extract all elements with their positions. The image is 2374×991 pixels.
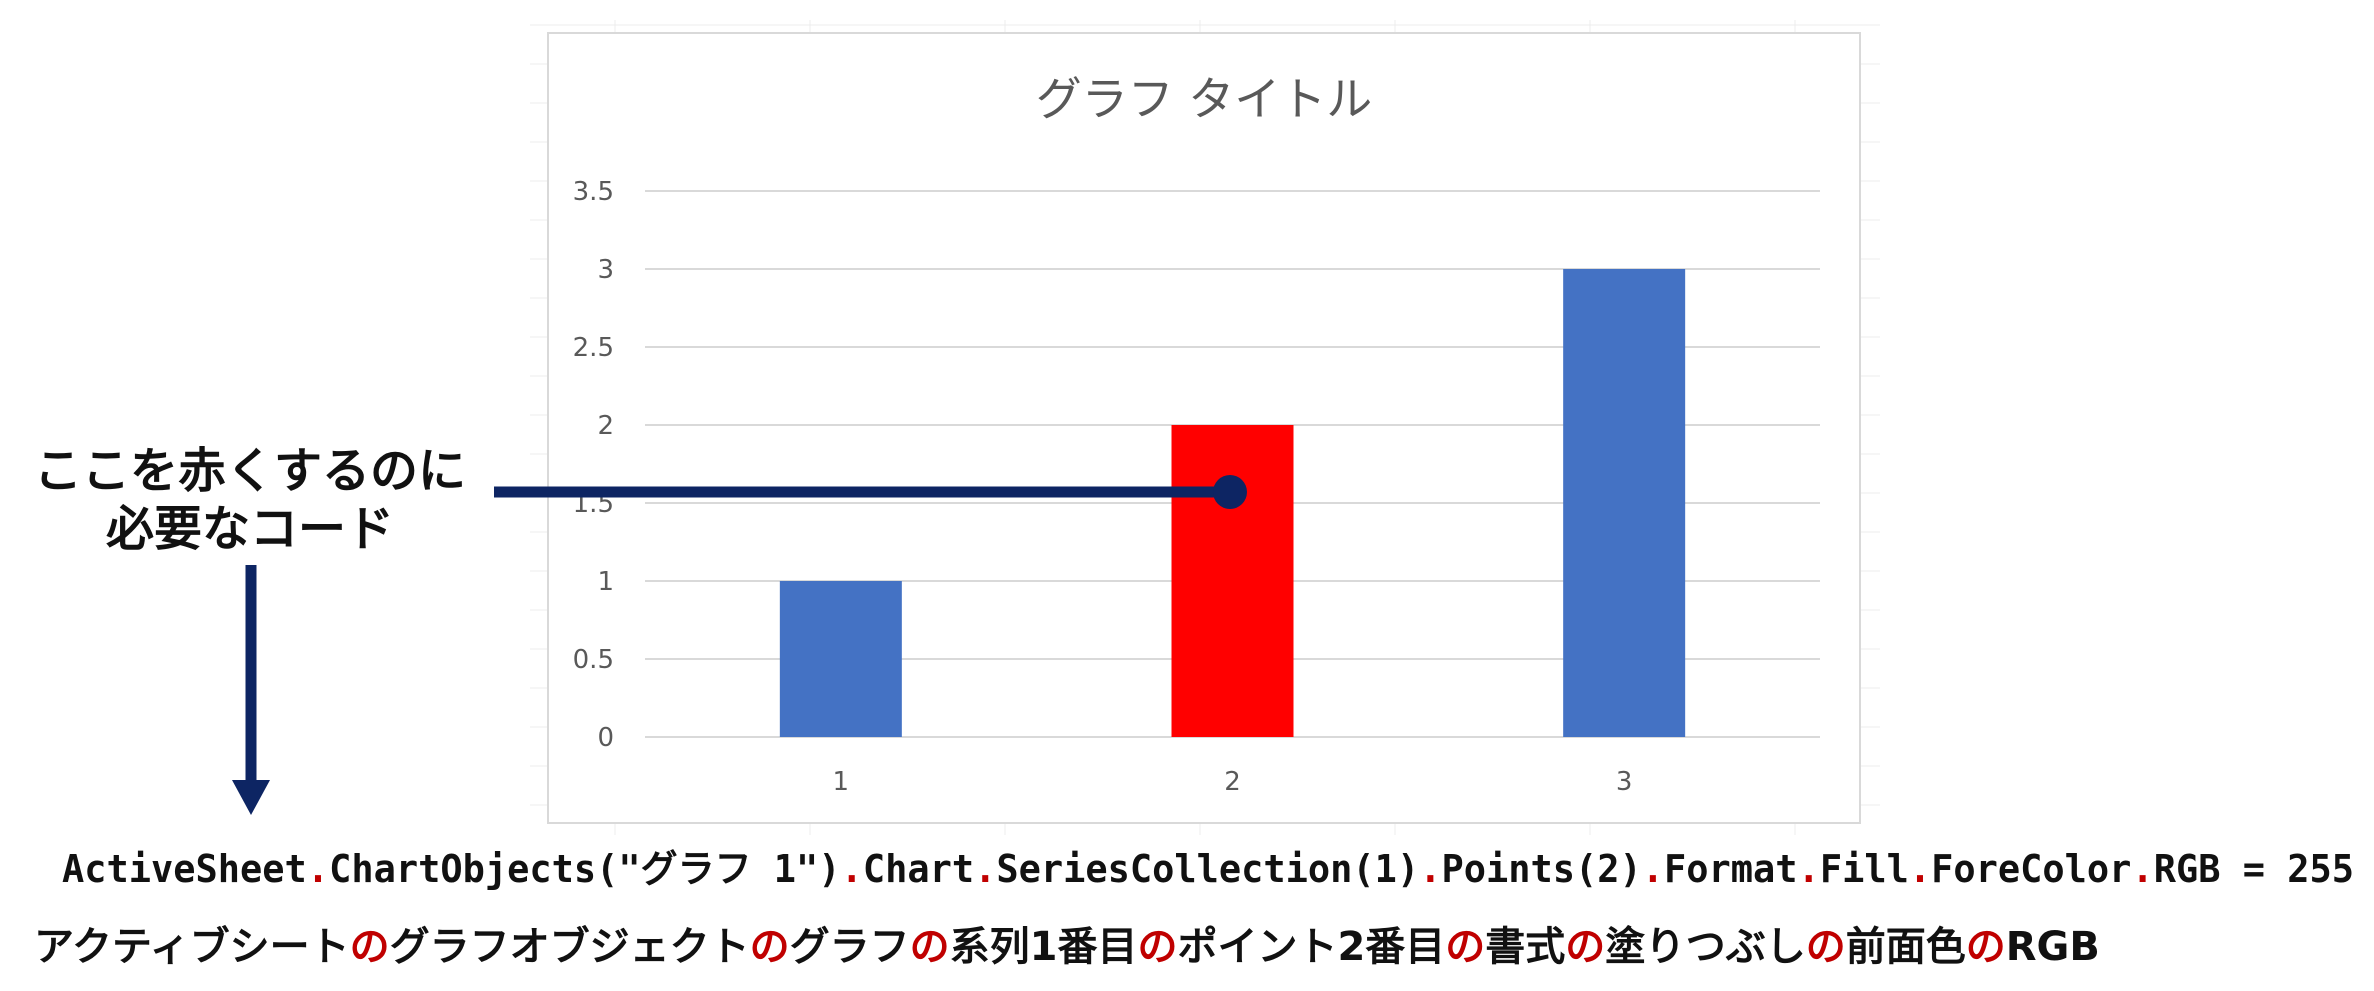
separator: . [1798,847,1820,891]
text-segment: ChartObjects("グラフ 1") [329,847,840,891]
text-segment: Format [1664,847,1798,891]
text-segment: 前面色 [1846,924,1966,970]
bar-1[interactable] [779,581,902,737]
bar-2[interactable] [1171,425,1294,737]
vba-code-line: ActiveSheet.ChartObjects("グラフ 1").Chart.… [62,847,2354,891]
text-segment: 書式 [1485,924,1565,970]
text-segment: 系列1番目 [950,924,1138,970]
text-segment: ポイント2番目 [1177,924,1445,970]
text-segment: グラフオブジェクト [390,924,750,970]
separator: の [910,924,950,970]
text-segment: SeriesCollection(1) [996,847,1419,891]
separator: . [2131,847,2153,891]
y-tick-label: 0 [597,723,614,753]
text-segment: RGB = 255 [2154,847,2354,891]
y-tick-label: 2.5 [573,333,614,363]
separator: の [1445,924,1485,970]
y-tick-label: 2 [597,411,614,441]
y-tick-label: 3.5 [573,177,614,207]
chart-title: グラフ タイトル [1036,72,1373,126]
separator: . [1419,847,1441,891]
text-segment: RGB [2006,924,2100,970]
text-segment: 塗りつぶし [1605,924,1805,970]
separator: . [1909,847,1931,891]
y-tick-label: 1 [597,567,614,597]
down-arrow-head [232,780,270,815]
separator: . [841,847,863,891]
separator: の [750,924,790,970]
bar-3[interactable] [1563,269,1686,737]
separator: の [1966,924,2006,970]
separator: の [1137,924,1177,970]
text-segment: Chart [863,847,974,891]
separator: . [1642,847,1664,891]
x-tick-label: 3 [1616,767,1633,797]
text-segment: アクティブシート [34,924,350,970]
text-segment: Fill [1820,847,1909,891]
text-segment: グラフ [790,924,910,970]
callout-dot [1213,475,1247,509]
separator: . [974,847,996,891]
callout-line-1: ここを赤くするのに [34,443,466,499]
y-tick-label: 3 [597,255,614,285]
separator: の [350,924,390,970]
separator: の [1565,924,1605,970]
separator: . [307,847,329,891]
text-segment: Points(2) [1441,847,1641,891]
x-tick-label: 2 [1224,767,1241,797]
y-tick-label: 0.5 [573,645,614,675]
separator: の [1806,924,1846,970]
callout-line-2: 必要なコード [106,501,394,557]
text-segment: ForeColor [1931,847,2131,891]
x-tick-label: 1 [833,767,850,797]
japanese-explanation-line: アクティブシートのグラフオブジェクトのグラフの系列1番目のポイント2番目の書式の… [34,924,2100,970]
x-axis-tick-labels: 1 2 3 [833,767,1633,797]
text-segment: ActiveSheet [62,847,307,891]
